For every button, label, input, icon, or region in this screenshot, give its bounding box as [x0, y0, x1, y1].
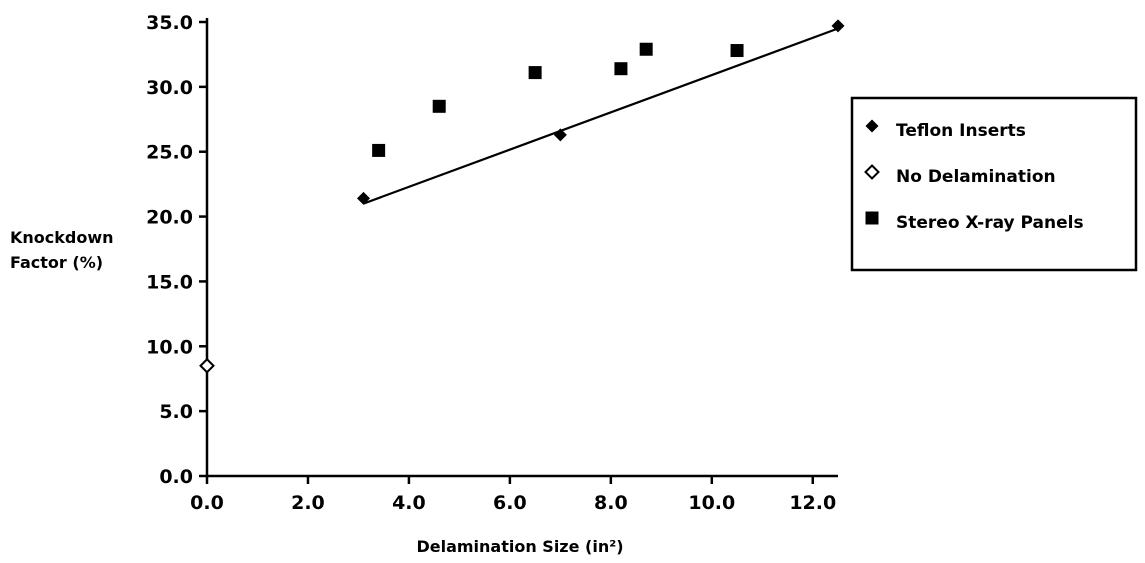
legend-marker-no-delamination [864, 164, 880, 180]
teflon-inserts-point [553, 128, 567, 142]
stereo-x-ray-panels-point [730, 44, 744, 58]
x-tick-label: 8.0 [594, 492, 628, 514]
x-tick-label: 2.0 [291, 492, 325, 514]
y-axis-title-line-1: Knockdown [10, 228, 114, 247]
legend-marker-stereo-x-ray-panels [865, 211, 879, 225]
legend-label-no-delamination: No Delamination [896, 167, 1056, 187]
x-axis-title: Delamination Size (in²) [416, 537, 623, 556]
y-tick-label: 35.0 [146, 12, 193, 34]
y-axis-title-line-2: Factor (%) [10, 253, 103, 272]
teflon-inserts-point [831, 19, 845, 33]
stereo-x-ray-panels-point [372, 143, 386, 157]
stereo-x-ray-panels-point [639, 42, 653, 56]
x-tick-label: 12.0 [789, 492, 836, 514]
legend-label-stereo-x-ray-panels: Stereo X-ray Panels [896, 213, 1084, 233]
stereo-x-ray-panels-point [614, 62, 628, 76]
x-tick-label: 6.0 [493, 492, 527, 514]
y-tick-label: 15.0 [146, 271, 193, 293]
legend-label-teflon-inserts: Teflon Inserts [896, 121, 1026, 141]
legend-marker-teflon-inserts [865, 119, 879, 133]
y-tick-label: 30.0 [146, 77, 193, 99]
plot-area: 0.0 5.0 10.0 15.0 20.0 25.0 30.0 35.0 0.0 2.0 4.0 6… [146, 12, 845, 514]
y-tick-label: 20.0 [146, 207, 193, 229]
y-tick-label: 0.0 [159, 466, 193, 488]
x-tick-label: 0.0 [190, 492, 224, 514]
stereo-x-ray-panels-point [528, 66, 542, 80]
stereo-x-ray-panels-point [432, 99, 446, 113]
legend-box [850, 96, 1138, 272]
x-tick-label: 10.0 [688, 492, 735, 514]
y-tick-label: 25.0 [146, 142, 193, 164]
legend: Teflon Inserts No Delamination Stereo X-ra… [850, 96, 1138, 272]
x-tick-label: 4.0 [392, 492, 426, 514]
y-tick-label: 5.0 [159, 401, 193, 423]
no-delamination-point [199, 357, 215, 374]
trendline [363, 27, 839, 205]
legend-items: Teflon Inserts No Delamination Stereo X-ra… [864, 119, 1084, 233]
teflon-inserts-point [356, 191, 370, 205]
y-tick-label: 10.0 [146, 336, 193, 358]
